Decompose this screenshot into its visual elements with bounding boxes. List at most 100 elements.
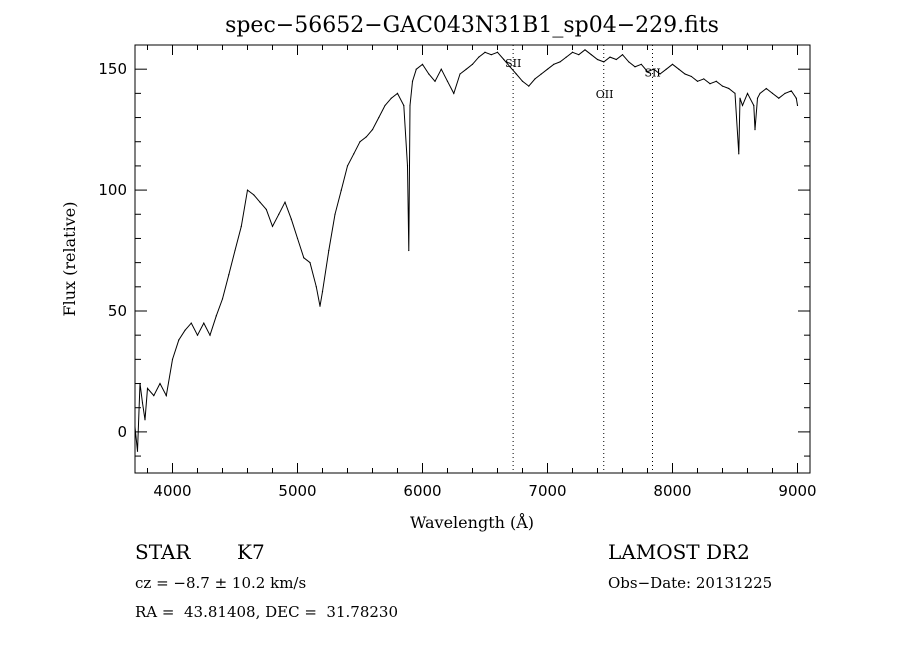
spectrum-point xyxy=(411,80,414,82)
spectrum-point xyxy=(141,402,144,404)
x-tick-label: 5000 xyxy=(278,482,316,500)
spectrum-point xyxy=(765,87,767,90)
spectrum-point xyxy=(741,104,744,107)
spectrum-point xyxy=(559,61,561,63)
spectrum-point xyxy=(634,66,636,68)
spectrum-point xyxy=(246,189,249,191)
spectrum-point xyxy=(471,63,474,65)
spectrum-point xyxy=(334,213,336,215)
spectrum-point xyxy=(696,80,699,82)
spectrum-point xyxy=(408,249,410,252)
spectrum-point xyxy=(284,201,286,203)
spectrum-point xyxy=(571,51,574,53)
spectrum-point xyxy=(184,329,186,331)
spectrum-point xyxy=(465,68,467,70)
spectrum-point xyxy=(159,382,161,385)
spectrum-point xyxy=(240,225,242,227)
spectrum-point xyxy=(721,85,724,87)
spectrum-point xyxy=(795,97,797,99)
spectrum-point xyxy=(584,49,586,51)
spectrum-point xyxy=(596,58,599,61)
spectrum-point xyxy=(296,237,299,240)
spectrum-point xyxy=(503,58,505,61)
spectrum-point xyxy=(209,334,211,336)
coordinates: RA = 43.81408, DEC = 31.78230 xyxy=(135,603,399,621)
survey-label: LAMOST DR2 xyxy=(608,540,750,564)
spectrum-point xyxy=(406,165,409,167)
spectrum-point xyxy=(784,92,786,94)
spectrum-point xyxy=(690,75,692,78)
axes: 4000 5000 6000 7000 8000 9000 0 50 100 150 xyxy=(98,44,817,500)
observation-date: Obs−Date: 20131225 xyxy=(608,574,773,592)
spectrum-point xyxy=(359,141,361,143)
y-tick-label: 0 xyxy=(117,423,127,441)
spectrum-point xyxy=(484,51,486,53)
spectrum-point xyxy=(534,78,536,80)
spectrum-point xyxy=(440,68,442,70)
spectrum-point xyxy=(790,90,792,92)
spectrum-point xyxy=(746,92,749,94)
spectrum-point xyxy=(540,73,542,75)
spectrum-point xyxy=(684,73,686,75)
chart-title: spec−56652−GAC043N31B1_sp04−229.fits xyxy=(225,13,719,38)
redshift-velocity: cz = −8.7 ± 10.2 km/s xyxy=(135,574,307,592)
spectrum-point xyxy=(615,58,617,61)
spectrum-point xyxy=(653,68,655,70)
spectrum-point xyxy=(453,92,455,94)
spectrum-point xyxy=(319,305,321,307)
spectrum-point xyxy=(346,165,349,167)
spectrum-point xyxy=(646,70,649,73)
x-tick-label: 7000 xyxy=(528,482,566,500)
spectrum-point xyxy=(390,97,392,99)
spectrum-point xyxy=(396,92,399,94)
spectrum-point xyxy=(303,257,305,259)
spectrum-point xyxy=(509,66,511,68)
spectrum-point xyxy=(603,61,605,63)
spectrum-point xyxy=(196,334,199,336)
spectrum-point xyxy=(753,104,755,107)
spectrum-point xyxy=(738,153,740,155)
spectrum-point xyxy=(771,92,774,94)
y-axis-label: Flux (relative) xyxy=(60,202,79,317)
spectrum-point xyxy=(628,61,630,63)
spectrum-point xyxy=(171,358,174,360)
object-subclass: K7 xyxy=(237,540,265,564)
spectrum-point xyxy=(234,249,236,252)
spectrum-point xyxy=(259,201,261,203)
spectrum-point xyxy=(578,54,580,56)
spectrum-point xyxy=(434,80,436,82)
spectrum-point xyxy=(609,56,611,58)
spectrum-point xyxy=(665,68,667,70)
spectrum-point xyxy=(490,54,492,56)
spectrum-point xyxy=(715,80,717,82)
spectrum-point xyxy=(203,322,205,324)
spectrum-point xyxy=(759,92,761,94)
spectrum-point xyxy=(371,129,374,131)
spectrum-point xyxy=(521,80,524,82)
x-axis-label: Wavelength (Å) xyxy=(410,512,534,532)
spectrum-point xyxy=(290,218,292,220)
spectrum-point xyxy=(415,68,417,70)
spectrum-point xyxy=(221,298,224,300)
spectrum-point xyxy=(515,73,517,75)
x-tick-label: 6000 xyxy=(403,482,441,500)
spectrum-point xyxy=(739,97,741,99)
spectrum-point xyxy=(315,286,317,288)
spectrum-point xyxy=(215,315,217,317)
spectrum-point xyxy=(659,73,661,75)
spectrum-point xyxy=(271,225,274,227)
line-marker-label: OII xyxy=(596,88,614,101)
spectrum-line xyxy=(135,49,798,452)
spectrum-point xyxy=(590,54,592,56)
spectrum-point xyxy=(403,104,405,107)
spectrum-point xyxy=(178,339,180,341)
spectrum-point xyxy=(365,136,367,138)
y-tick-label: 100 xyxy=(98,181,127,199)
object-class: STAR xyxy=(135,540,191,564)
y-tick-label: 50 xyxy=(108,302,127,320)
spectrum-point xyxy=(728,87,730,90)
spectrum-point xyxy=(678,68,680,70)
x-tick-label: 4000 xyxy=(153,482,191,500)
line-marker-label: SII xyxy=(645,66,661,79)
